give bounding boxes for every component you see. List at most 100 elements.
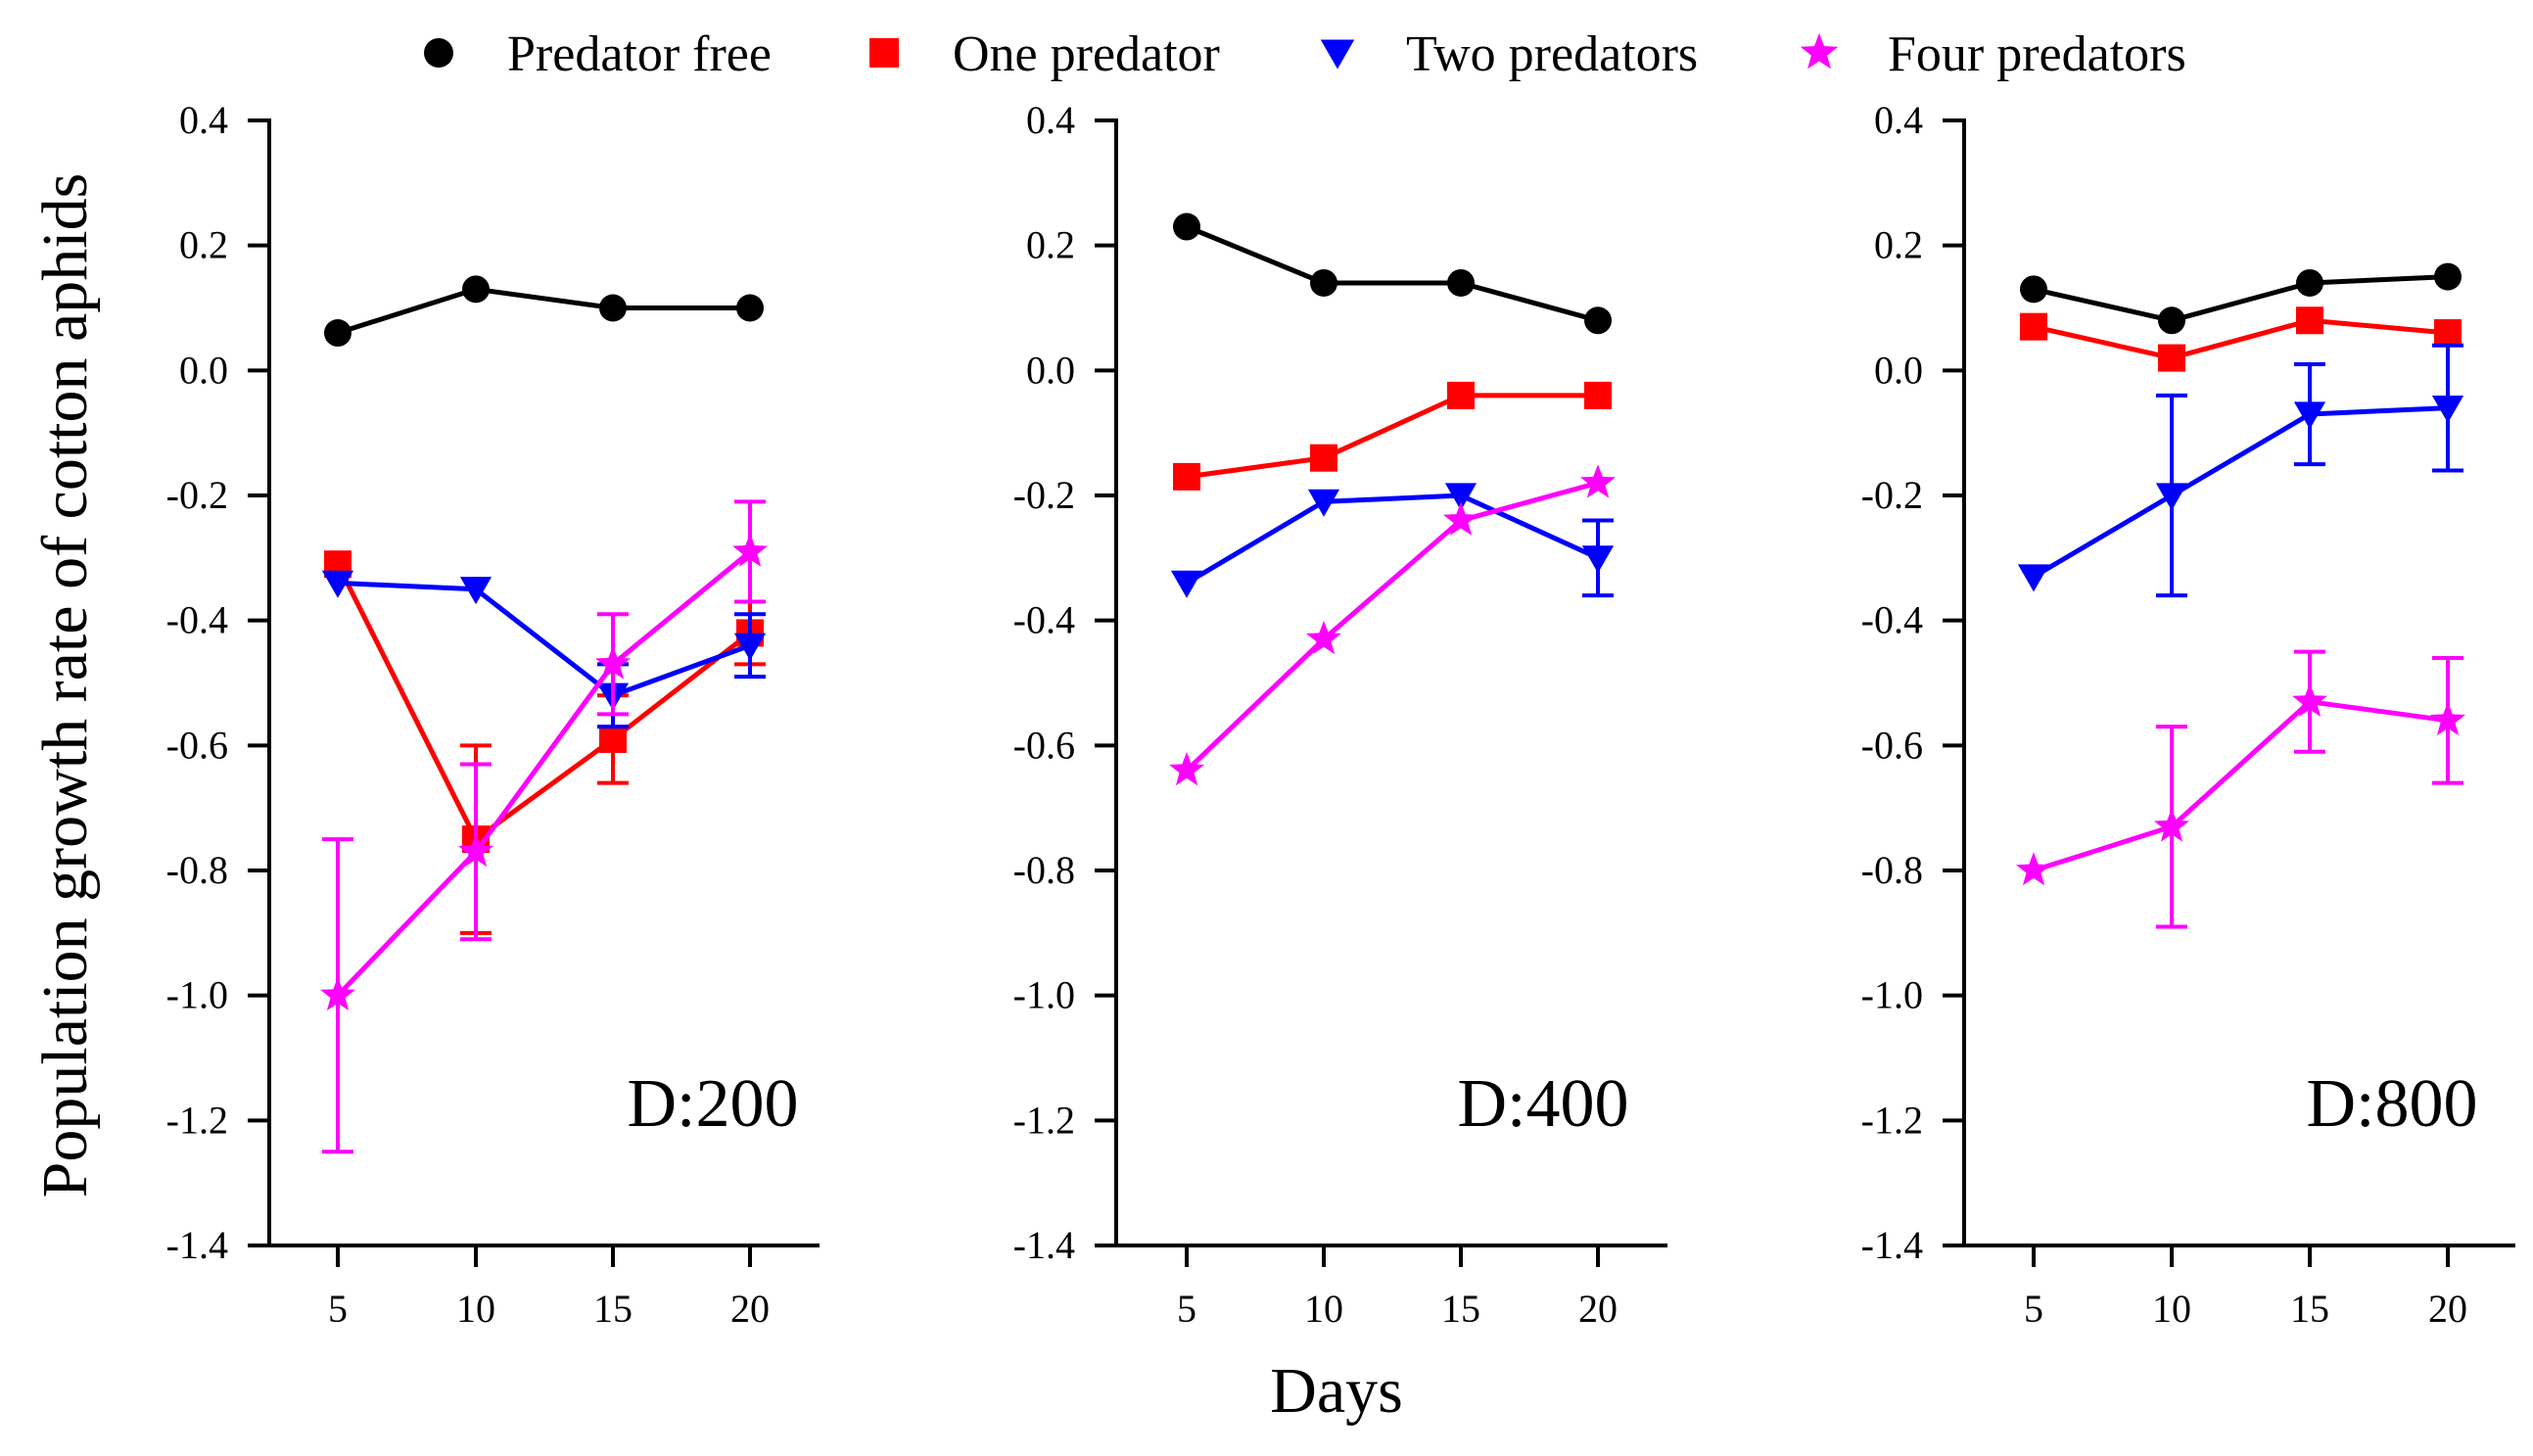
data-point-predator-free	[2020, 275, 2047, 304]
series-one-predator	[1173, 381, 1612, 491]
data-point-two-predators	[321, 570, 354, 598]
y-tick-label: -1.2	[1013, 1098, 1075, 1142]
panel-label: D:400	[1458, 1066, 1629, 1142]
y-tick-label: -1.0	[1861, 973, 1923, 1017]
legend-label-two-predators: Two predators	[1406, 26, 1698, 82]
data-point-one-predator	[2158, 344, 2185, 372]
series-line-two-predators	[1185, 493, 1600, 586]
x-axis-title: Days	[1270, 1355, 1403, 1427]
series-predator-free	[324, 275, 764, 348]
data-point-two-predators	[2155, 483, 2188, 511]
y-tick-label: -1.4	[1013, 1223, 1075, 1267]
series-line-predator-free	[337, 286, 750, 336]
y-tick-label: -1.2	[1861, 1098, 1923, 1142]
y-tick-label: 0.4	[179, 98, 228, 142]
series-four-predators	[320, 499, 768, 1154]
legend-item-two-predators: Two predators	[1320, 26, 1698, 82]
panel-d-800: 0.4 0.2 0.0 -0.2 -0.4 -0.6 -0.8 -1.0 -1.2 -1.4 5 10…	[1861, 98, 2515, 1331]
data-point-two-predators	[2431, 396, 2464, 424]
data-point-one-predator	[1447, 381, 1475, 409]
legend-item-predator-free: Predator free	[424, 26, 772, 82]
legend-marker-one-predator	[869, 38, 899, 68]
y-tick-label: 0.4	[1026, 98, 1075, 142]
data-point-four-predators	[458, 833, 493, 868]
series-one-predator	[324, 550, 766, 935]
data-point-one-predator	[1584, 381, 1612, 409]
data-point-predator-free	[2434, 262, 2462, 291]
y-tick-label: -0.8	[1861, 848, 1923, 892]
data-point-predator-free	[1584, 306, 1612, 335]
data-point-two-predators	[733, 633, 767, 661]
y-tick-label: -0.4	[1861, 598, 1923, 642]
series-two-predators	[1170, 483, 1615, 598]
y-tick-label: -0.2	[166, 473, 228, 517]
data-point-one-predator	[599, 725, 627, 753]
x-tick-label: 5	[1177, 1287, 1196, 1331]
legend-label-four-predators: Four predators	[1888, 26, 2186, 82]
series-line-predator-free	[1186, 224, 1599, 323]
x-tick-label: 15	[2290, 1287, 2329, 1331]
data-point-one-predator	[2296, 306, 2323, 335]
panel-d-200: 0.4 0.2 0.0 -0.2 -0.4 -0.6 -0.8 -1.0 -1.2 -1.4 5 10…	[166, 98, 820, 1331]
data-point-one-predator	[1173, 462, 1200, 491]
legend-label-predator-free: Predator free	[507, 26, 772, 82]
x-tick-label: 20	[730, 1287, 770, 1331]
y-tick-label: -0.6	[1013, 723, 1075, 767]
series-two-predators	[2017, 343, 2464, 598]
legend-label-one-predator: One predator	[953, 26, 1220, 82]
y-tick-label: -0.4	[1013, 598, 1075, 642]
data-point-four-predators	[2016, 852, 2051, 886]
series-line-four-predators	[1185, 480, 1599, 773]
y-tick-label: -0.6	[166, 723, 228, 767]
series-line-four-predators	[336, 549, 752, 998]
series-line-one-predator	[335, 563, 752, 842]
legend: Predator free One predator Two predators Fo…	[424, 26, 2186, 82]
data-point-predator-free	[462, 275, 490, 304]
data-point-four-predators	[320, 976, 355, 1010]
y-tick-label: -1.4	[166, 1223, 228, 1267]
panel-label: D:200	[628, 1066, 799, 1142]
series-two-predators	[321, 570, 767, 729]
data-point-two-predators	[1170, 570, 1203, 598]
x-tick-label: 20	[2428, 1287, 2467, 1331]
panel-label: D:800	[2307, 1066, 2478, 1142]
series-line-four-predators	[2033, 699, 2449, 873]
series-line-two-predators	[2032, 405, 2449, 580]
x-tick-label: 20	[1578, 1287, 1618, 1331]
data-point-two-predators	[2017, 564, 2050, 592]
data-point-predator-free	[1173, 212, 1200, 241]
y-tick-label: 0.2	[1874, 223, 1923, 267]
legend-marker-four-predators	[1800, 32, 1839, 70]
x-tick-label: 5	[2024, 1287, 2043, 1331]
data-point-four-predators	[1580, 464, 1616, 498]
legend-marker-predator-free	[424, 38, 453, 68]
y-tick-label: -0.6	[1861, 723, 1923, 767]
y-tick-label: 0.4	[1874, 98, 1923, 142]
legend-item-four-predators: Four predators	[1800, 26, 2186, 82]
series-one-predator	[2020, 306, 2462, 372]
series-predator-free	[1173, 212, 1612, 335]
data-point-two-predators	[1581, 545, 1615, 574]
y-tick-label: -1.2	[166, 1098, 228, 1142]
y-tick-label: -0.8	[1013, 848, 1075, 892]
y-tick-label: 0.0	[1026, 348, 1075, 392]
x-tick-label: 10	[2152, 1287, 2191, 1331]
x-tick-label: 10	[456, 1287, 495, 1331]
data-point-one-predator	[2434, 319, 2462, 348]
y-axis-title: Population growth rate of cotton aphids	[29, 173, 101, 1198]
series-predator-free	[2020, 262, 2462, 335]
panels: 0.4 0.2 0.0 -0.2 -0.4 -0.6 -0.8 -1.0 -1.2 -1.4 5 10…	[166, 98, 2515, 1331]
series-line-predator-free	[2033, 274, 2449, 323]
y-tick-label: 0.2	[179, 223, 228, 267]
data-point-four-predators	[2292, 682, 2327, 717]
x-tick-label: 15	[1441, 1287, 1480, 1331]
data-point-predator-free	[736, 294, 764, 322]
y-tick-label: 0.0	[1874, 348, 1923, 392]
data-point-four-predators	[595, 645, 631, 680]
data-point-four-predators	[1443, 501, 1478, 536]
y-tick-label: -0.8	[166, 848, 228, 892]
data-point-predator-free	[1447, 268, 1475, 297]
series-line-two-predators	[337, 580, 751, 698]
data-point-two-predators	[459, 577, 493, 605]
